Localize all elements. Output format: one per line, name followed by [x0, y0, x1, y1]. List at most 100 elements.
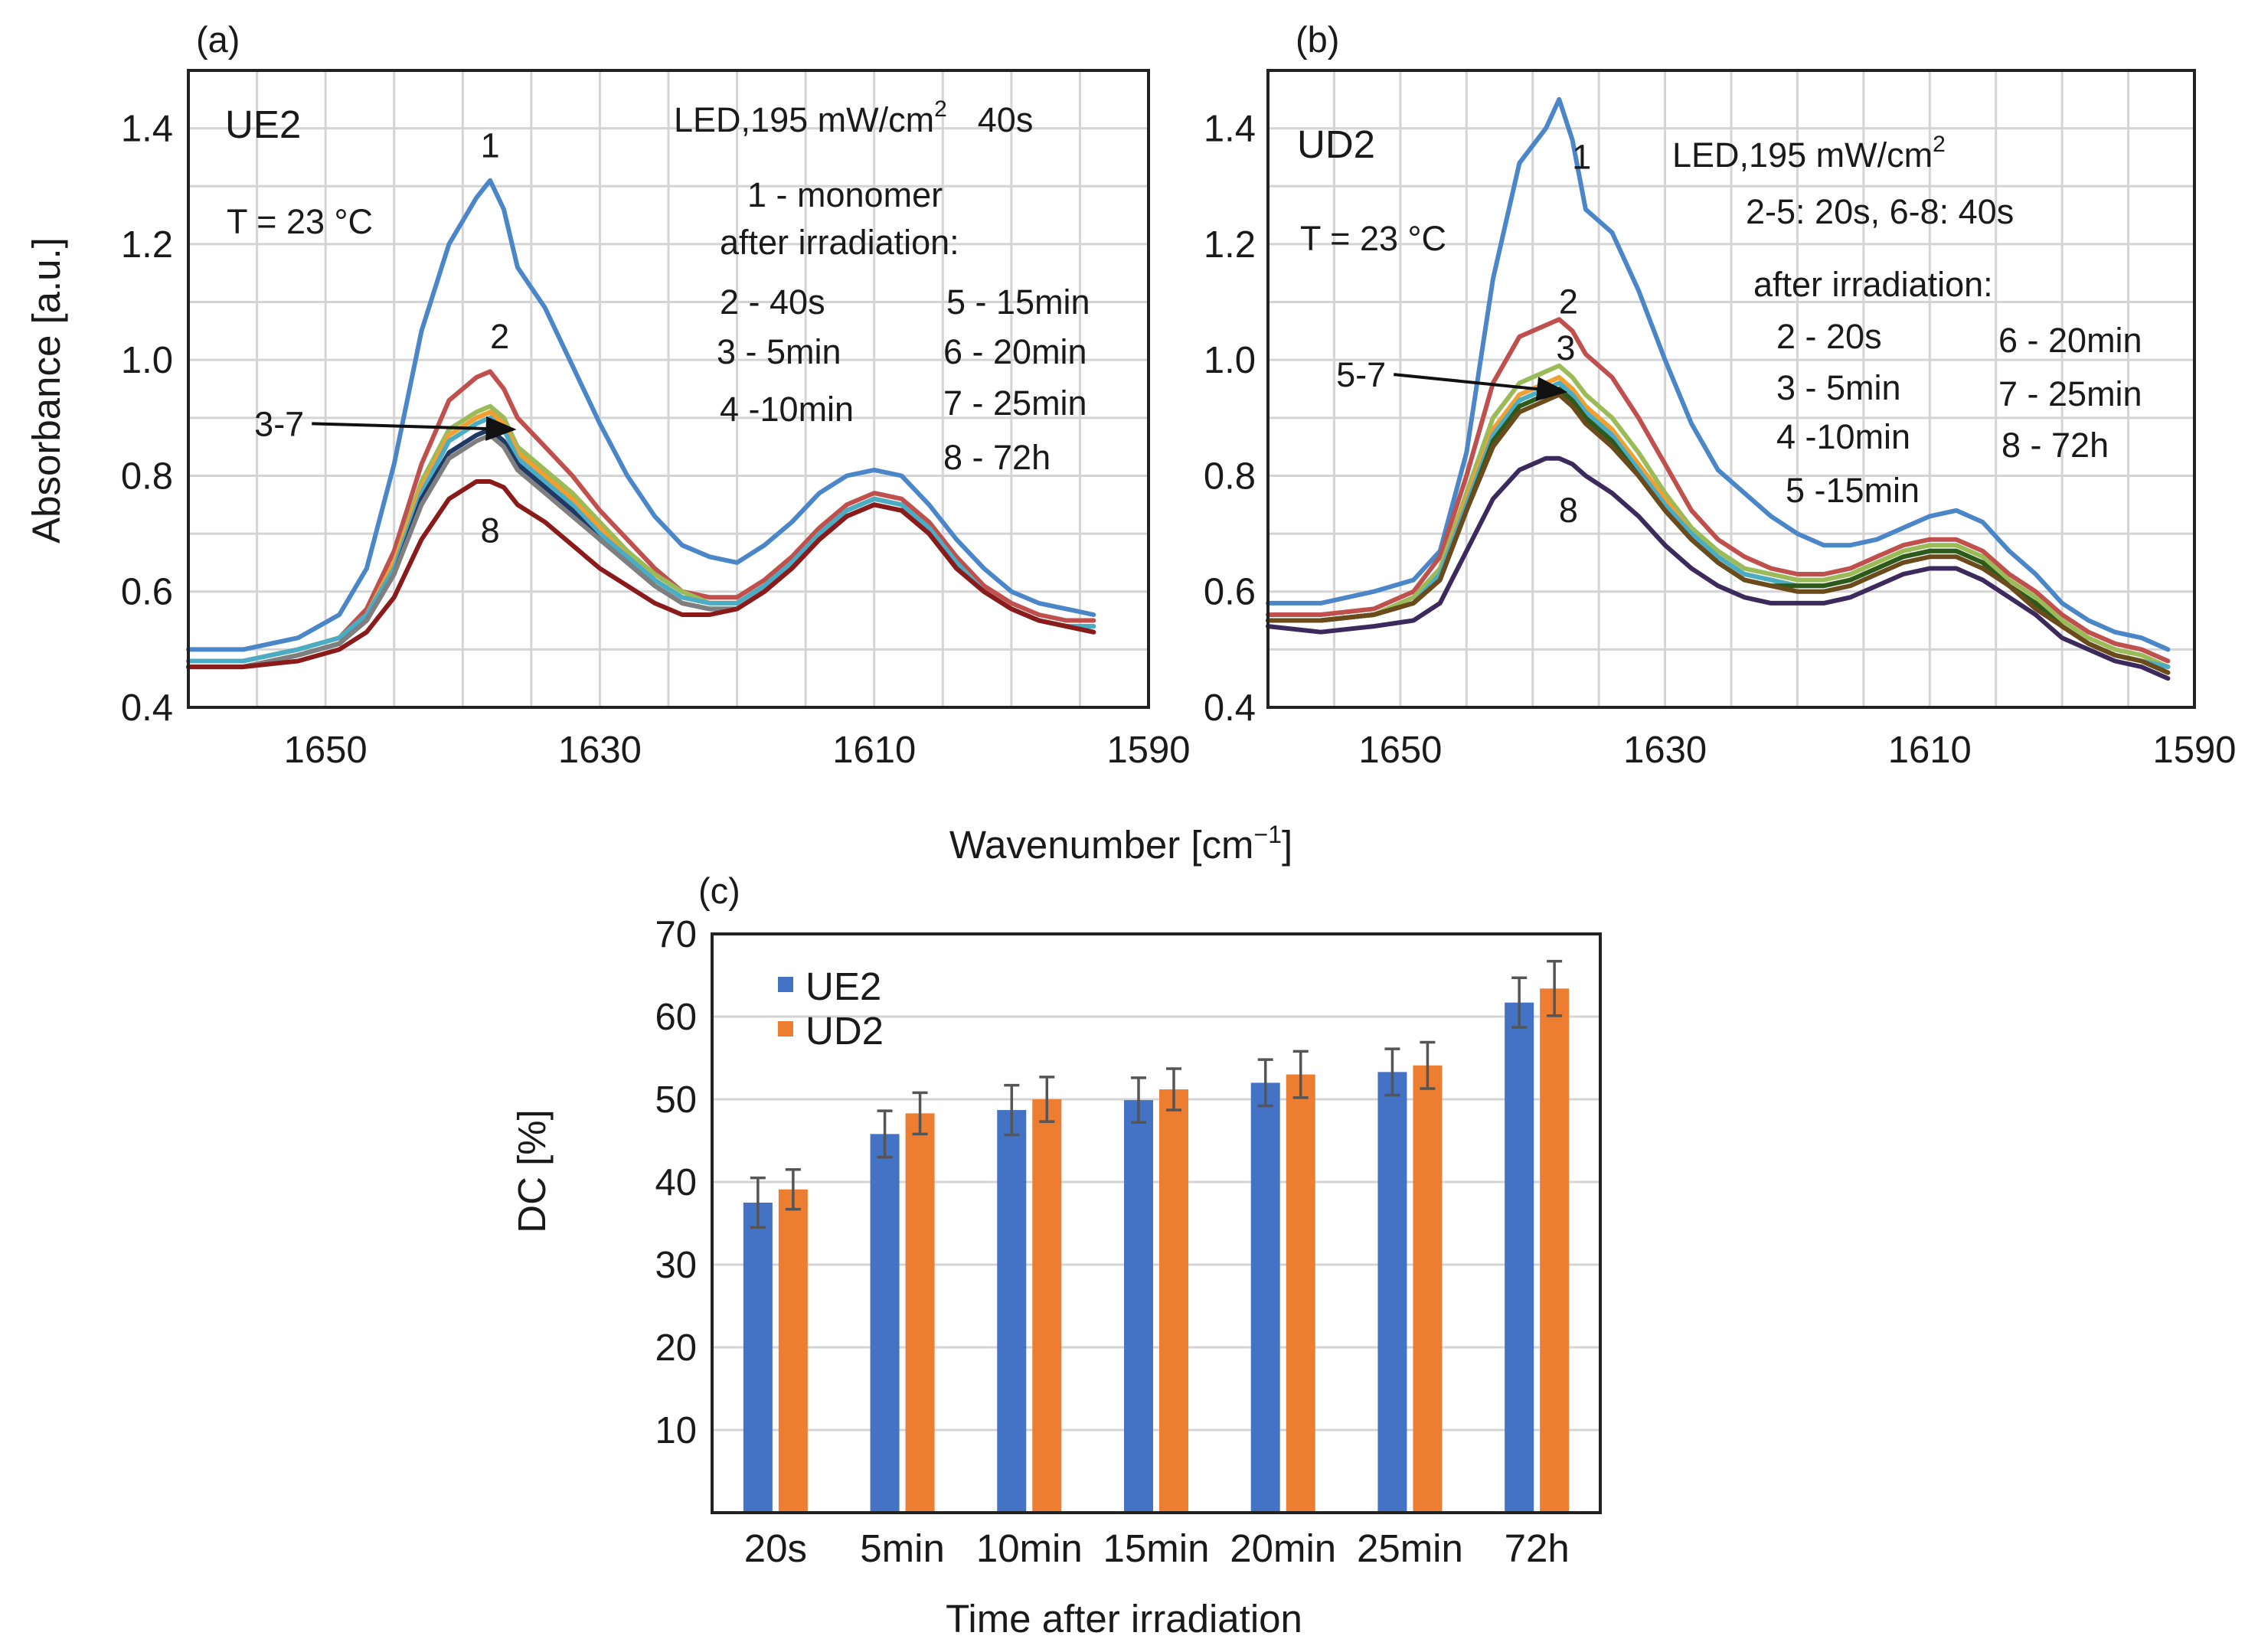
b-xtick-label: 1610 — [1888, 730, 1972, 771]
c-bar-ue2 — [870, 1134, 900, 1513]
b-xtick-label: 1590 — [2152, 730, 2236, 771]
c-bar-ue2 — [1377, 1072, 1407, 1513]
b-curve-label: 1 — [1572, 138, 1591, 177]
b-arrow — [1394, 373, 1568, 402]
panel-a-frame — [187, 69, 1150, 709]
panel-a-legend-line: after irradiation: — [720, 223, 959, 262]
c-error-bar-ue2 — [1004, 1083, 1020, 1137]
b-xtick-label: 1650 — [1358, 730, 1442, 771]
c-error-bar-ue2 — [1257, 1058, 1273, 1108]
a-xtick-label: 1630 — [558, 730, 642, 771]
c-bar-ud2 — [778, 1189, 808, 1513]
panel-b-legend-line: 8 - 72h — [2001, 426, 2109, 465]
panel-b-legend-line: 5 -15min — [1786, 471, 1920, 510]
panel-b-curves — [1266, 96, 2171, 681]
c-error-bar-ud2 — [912, 1091, 928, 1136]
panel-a-ticks: 1650 1630 1610 1590 0.4 0.6 0.8 1.0 1.2 1.4 1 2 8 3-7 — [121, 109, 1191, 771]
a-arrow — [312, 416, 517, 441]
panel-a-legend-line: 4 -10min — [720, 390, 854, 429]
legend-swatch-ud2 — [778, 1021, 793, 1037]
c-error-bar-ue2 — [1511, 976, 1528, 1029]
panel-a-id: (a) — [196, 19, 240, 60]
panel-a-temperature: T = 23 °C — [227, 202, 373, 241]
b-curve-label: 8 — [1559, 491, 1578, 530]
shared-xlabel-sup: −1 — [1254, 821, 1282, 848]
panel-b-grid — [1268, 70, 2194, 707]
c-ytick-label: 10 — [655, 1410, 697, 1451]
b-curve-7 — [1266, 392, 2171, 675]
b-curve-8 — [1266, 455, 2171, 681]
b-curve-label: 3 — [1556, 328, 1575, 367]
panel-a-legend-line: 5 - 15min — [946, 282, 1090, 322]
c-ytick-label: 50 — [655, 1079, 697, 1121]
panel-a-spectrum: 1650 1630 1610 1590 0.4 0.6 0.8 1.0 1.2 1.4 1 2 8 3-7… — [25, 19, 1191, 771]
panel-b-legend-line: 4 -10min — [1776, 417, 1910, 456]
panel-b-temperature: T = 23 °C — [1300, 219, 1446, 258]
c-xtick-label: 10min — [976, 1526, 1083, 1570]
c-error-bar-ud2 — [1039, 1076, 1055, 1123]
a-ytick-label: 1.0 — [121, 340, 173, 381]
shared-xlabel-end: ] — [1282, 823, 1292, 867]
panel-a-conditions-sup: 2 — [934, 96, 947, 122]
panel-b-conditions-time: 2-5: 20s, 6-8: 40s — [1746, 192, 2014, 231]
panel-b-legend-line: 7 - 25min — [1998, 374, 2142, 413]
c-bar-ue2 — [997, 1110, 1027, 1513]
c-error-bar-ud2 — [1166, 1067, 1181, 1112]
a-ytick-label: 0.8 — [121, 455, 173, 497]
panel-a-legend-line: 6 - 20min — [943, 332, 1087, 371]
b-curve-label: 2 — [1559, 282, 1578, 322]
b-ytick-label: 1.0 — [1204, 340, 1256, 381]
panel-a-curves — [186, 178, 1096, 670]
panel-b-sample: UD2 — [1297, 122, 1375, 166]
c-xtick-label: 20s — [744, 1526, 807, 1570]
panel-a-legend-line: 7 - 25min — [943, 384, 1087, 423]
b-xtick-label: 1630 — [1623, 730, 1707, 771]
a-xtick-label: 1590 — [1106, 730, 1190, 771]
c-error-bar-ue2 — [877, 1109, 893, 1159]
b-arrow-label: 5-7 — [1336, 355, 1386, 394]
panel-b-legend-line: after irradiation: — [1753, 265, 1993, 304]
panel-a-legend-line: 2 - 40s — [720, 282, 825, 322]
shared-xlabel-text: Wavenumber [cm — [949, 823, 1254, 867]
a-xtick-label: 1650 — [284, 730, 368, 771]
panel-a-legend-line: 8 - 72h — [943, 438, 1051, 477]
a-curve-8 — [186, 479, 1096, 670]
panel-c-frame — [711, 932, 1602, 1514]
panel-a-conditions-text: LED,195 mW/cm — [674, 100, 934, 139]
a-curve-label: 8 — [481, 511, 500, 550]
b-ytick-label: 1.2 — [1204, 224, 1256, 266]
c-bar-ud2 — [905, 1113, 935, 1513]
c-bar-ud2 — [1286, 1074, 1315, 1513]
c-ytick-label: 30 — [655, 1245, 697, 1286]
panel-b-ticks: 1650 1630 1610 1590 0.4 0.6 0.8 1.0 1.2 1.4 1 2 3 8 5-… — [1204, 109, 2237, 771]
c-bar-ue2 — [1505, 1002, 1534, 1513]
panel-b-conditions-sup: 2 — [1933, 132, 1946, 157]
a-ytick-label: 0.6 — [121, 572, 173, 613]
a-ytick-label: 1.4 — [121, 109, 173, 150]
c-bar-ue2 — [743, 1203, 773, 1513]
a-curve-2 — [186, 369, 1096, 664]
panel-b-id: (b) — [1296, 19, 1339, 60]
b-ytick-label: 0.4 — [1204, 687, 1256, 729]
c-bar-ue2 — [1250, 1082, 1280, 1513]
c-bar-ud2 — [1159, 1089, 1188, 1513]
a-curve-label: 1 — [481, 126, 500, 165]
b-curve-3 — [1266, 363, 2171, 670]
c-bar-ud2 — [1413, 1065, 1443, 1513]
panel-c-ylabel: DC [%] — [510, 1109, 554, 1233]
panel-a-ylabel: Absorbance [a.u.] — [25, 237, 68, 544]
c-error-bar-ue2 — [1384, 1047, 1400, 1097]
panel-b-legend-line: 6 - 20min — [1998, 321, 2142, 360]
panel-b-legend-line: 3 - 5min — [1776, 368, 1901, 407]
c-bar-ud2 — [1032, 1099, 1062, 1513]
legend-label-ud2: UD2 — [805, 1009, 884, 1053]
panel-a-conditions: LED,195 mW/cm2 40s — [674, 96, 1033, 139]
c-bar-ue2 — [1124, 1100, 1153, 1513]
legend-swatch-ue2 — [778, 977, 793, 992]
c-error-bar-ud2 — [1292, 1050, 1309, 1099]
b-curve-2 — [1266, 317, 2171, 664]
c-ytick-label: 70 — [655, 914, 697, 955]
panel-b-conditions-text: LED,195 mW/cm — [1672, 135, 1933, 175]
panel-b-legend-line: 2 - 20s — [1776, 317, 1882, 356]
